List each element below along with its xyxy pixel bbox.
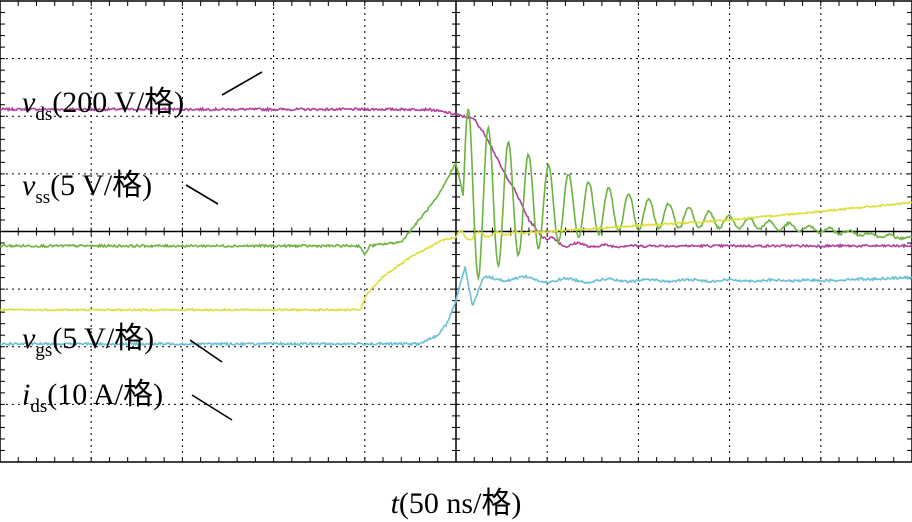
x-axis-label: t(50 ns/格) bbox=[0, 478, 912, 522]
trace-vds bbox=[0, 106, 912, 249]
label-vgs: vgs(5 V/格) bbox=[22, 322, 154, 361]
label-symbol: i bbox=[22, 378, 30, 411]
traces bbox=[0, 106, 912, 347]
label-symbol: v bbox=[22, 86, 36, 119]
x-axis-symbol: t bbox=[390, 487, 399, 520]
trace-labels: vds(200 V/格)vss(5 V/格)vgs(5 V/格)ids(10 A… bbox=[22, 71, 263, 421]
trace-vgs bbox=[0, 201, 912, 313]
label-symbol: v bbox=[22, 322, 36, 355]
label-symbol: v bbox=[22, 169, 36, 202]
label-ids: ids(10 A/格) bbox=[22, 378, 163, 417]
x-axis-scale: (50 ns/格) bbox=[398, 487, 522, 520]
grid bbox=[0, 0, 912, 463]
label-vds: vds(200 V/格) bbox=[22, 86, 184, 125]
label-vss: vss(5 V/格) bbox=[22, 169, 152, 208]
leader-line-vss bbox=[185, 184, 219, 205]
leader-line-ids bbox=[191, 394, 233, 421]
label-scale: (200 V/格) bbox=[52, 86, 184, 119]
leader-line-vds bbox=[221, 71, 263, 96]
label-subscript: ds bbox=[30, 396, 47, 417]
label-scale: (5 V/格) bbox=[50, 169, 152, 202]
label-subscript: ds bbox=[35, 104, 52, 125]
label-subscript: gs bbox=[35, 340, 52, 361]
trace-ids bbox=[0, 266, 912, 347]
label-subscript: ss bbox=[35, 187, 50, 208]
leader-line-vgs bbox=[189, 339, 223, 363]
label-scale: (10 A/格) bbox=[47, 378, 163, 411]
label-scale: (5 V/格) bbox=[52, 322, 154, 355]
trace-vss bbox=[0, 108, 912, 282]
